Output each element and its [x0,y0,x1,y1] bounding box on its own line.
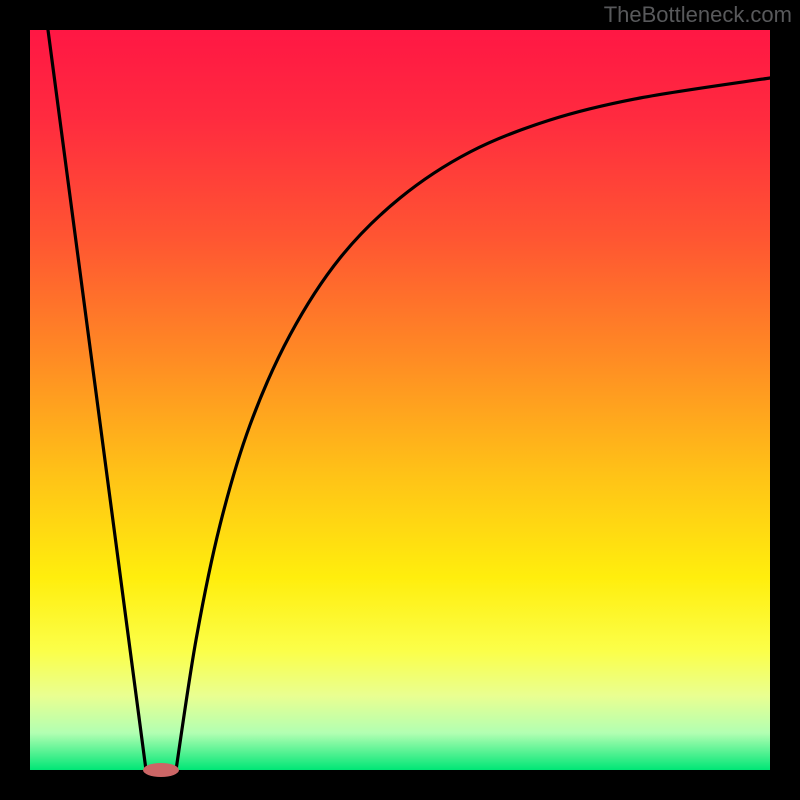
chart-svg [0,0,800,800]
watermark-text: TheBottleneck.com [604,2,792,28]
bottleneck-marker [143,763,179,777]
bottleneck-chart: TheBottleneck.com [0,0,800,800]
plot-background [30,30,770,770]
